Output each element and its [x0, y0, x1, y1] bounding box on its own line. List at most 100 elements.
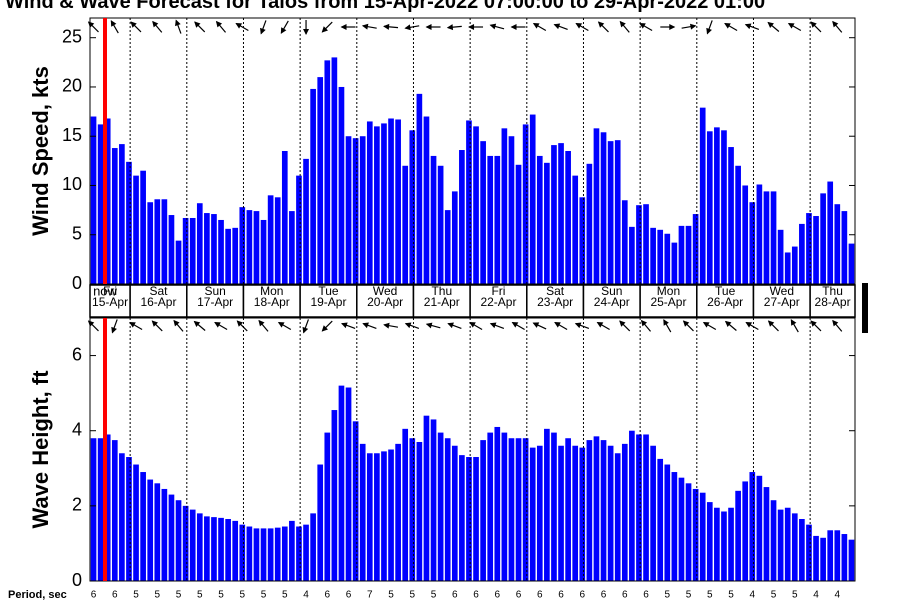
bar — [281, 151, 288, 284]
direction-arrow — [302, 319, 309, 334]
bar — [742, 481, 749, 581]
bar — [678, 477, 685, 581]
bar — [119, 453, 125, 581]
bar — [204, 516, 210, 581]
arrow-head — [175, 19, 181, 27]
bar — [175, 500, 182, 581]
direction-arrow — [87, 320, 99, 332]
bar — [614, 140, 621, 284]
bar — [161, 199, 168, 284]
day-date: 18-Apr — [254, 295, 290, 309]
day-date: 17-Apr — [197, 295, 233, 309]
bar — [416, 93, 423, 285]
day-date: 28-Apr — [815, 295, 851, 309]
period-value: 6 — [452, 590, 458, 600]
bar — [246, 210, 253, 284]
direction-arrow — [340, 24, 356, 30]
bar — [274, 527, 281, 581]
bar — [331, 410, 338, 581]
bar — [827, 530, 834, 581]
period-value: 6 — [601, 590, 607, 600]
bar — [444, 438, 451, 581]
day-weekday: Thu — [431, 284, 452, 298]
direction-arrow — [554, 321, 568, 331]
bar — [763, 487, 770, 581]
bar — [551, 145, 557, 284]
bar — [827, 181, 834, 284]
direction-arrow — [87, 21, 99, 33]
direction-arrow — [489, 322, 505, 329]
period-value: 6 — [558, 590, 564, 600]
bar — [90, 438, 97, 581]
bar — [706, 131, 713, 284]
bar — [749, 202, 756, 284]
bar — [111, 440, 118, 581]
bar — [104, 118, 111, 284]
direction-arrow — [663, 319, 672, 333]
bar — [402, 165, 409, 284]
plot-frame — [89, 17, 856, 285]
day-weekday: Fri — [491, 284, 505, 298]
bar — [104, 434, 111, 581]
arrow-head — [235, 23, 243, 29]
period-value: 5 — [261, 590, 267, 600]
arrow-head — [832, 20, 839, 28]
bar — [253, 528, 260, 581]
bar — [119, 144, 125, 284]
arrow-head — [280, 27, 287, 34]
bar — [260, 219, 267, 284]
period-value: 6 — [495, 590, 501, 600]
bar — [381, 123, 387, 284]
arrow-head — [702, 322, 710, 328]
direction-arrow — [303, 20, 310, 35]
arrow-head — [532, 23, 540, 29]
bar — [147, 202, 154, 284]
bar — [274, 197, 281, 284]
bar — [182, 217, 189, 284]
bar — [749, 472, 756, 581]
bar — [692, 488, 699, 581]
bar — [650, 445, 656, 581]
period-value: 5 — [240, 590, 246, 600]
arrow-head — [469, 322, 476, 328]
bar — [97, 124, 104, 285]
period-value: 6 — [580, 590, 586, 600]
day-cell — [752, 284, 811, 318]
arrow-head — [215, 20, 223, 28]
bar — [799, 223, 805, 284]
day-weekday: Mon — [657, 284, 680, 298]
bar — [565, 438, 571, 581]
period-value: 6 — [346, 590, 352, 600]
arrow-head — [260, 27, 266, 35]
y-tick-label: 15 — [62, 125, 82, 145]
bar — [204, 213, 210, 284]
period-value: 5 — [728, 590, 734, 600]
bar — [728, 507, 734, 581]
direction-arrow — [469, 321, 483, 331]
bar — [714, 127, 720, 284]
direction-arrow — [404, 322, 420, 329]
period-value: 5 — [665, 590, 671, 600]
arrow-head — [258, 319, 265, 327]
direction-arrow — [111, 319, 118, 334]
arrow-head — [510, 24, 517, 30]
bar — [664, 233, 671, 284]
day-weekday: Sat — [546, 284, 565, 298]
bar — [409, 130, 416, 284]
day-cell — [89, 284, 131, 318]
bar — [218, 517, 224, 581]
y-tick-label: 20 — [62, 76, 82, 96]
direction-arrow — [639, 22, 653, 32]
direction-arrow — [193, 320, 206, 331]
direction-arrow — [321, 320, 333, 332]
bar — [133, 464, 139, 581]
arrow-head — [303, 29, 310, 35]
bar — [508, 438, 515, 581]
bar — [572, 445, 579, 581]
bar — [494, 155, 501, 284]
bar — [685, 483, 692, 581]
day-weekday: Tue — [715, 284, 736, 298]
direction-arrow — [596, 321, 610, 331]
bar — [579, 197, 586, 284]
day-cell — [639, 284, 698, 318]
